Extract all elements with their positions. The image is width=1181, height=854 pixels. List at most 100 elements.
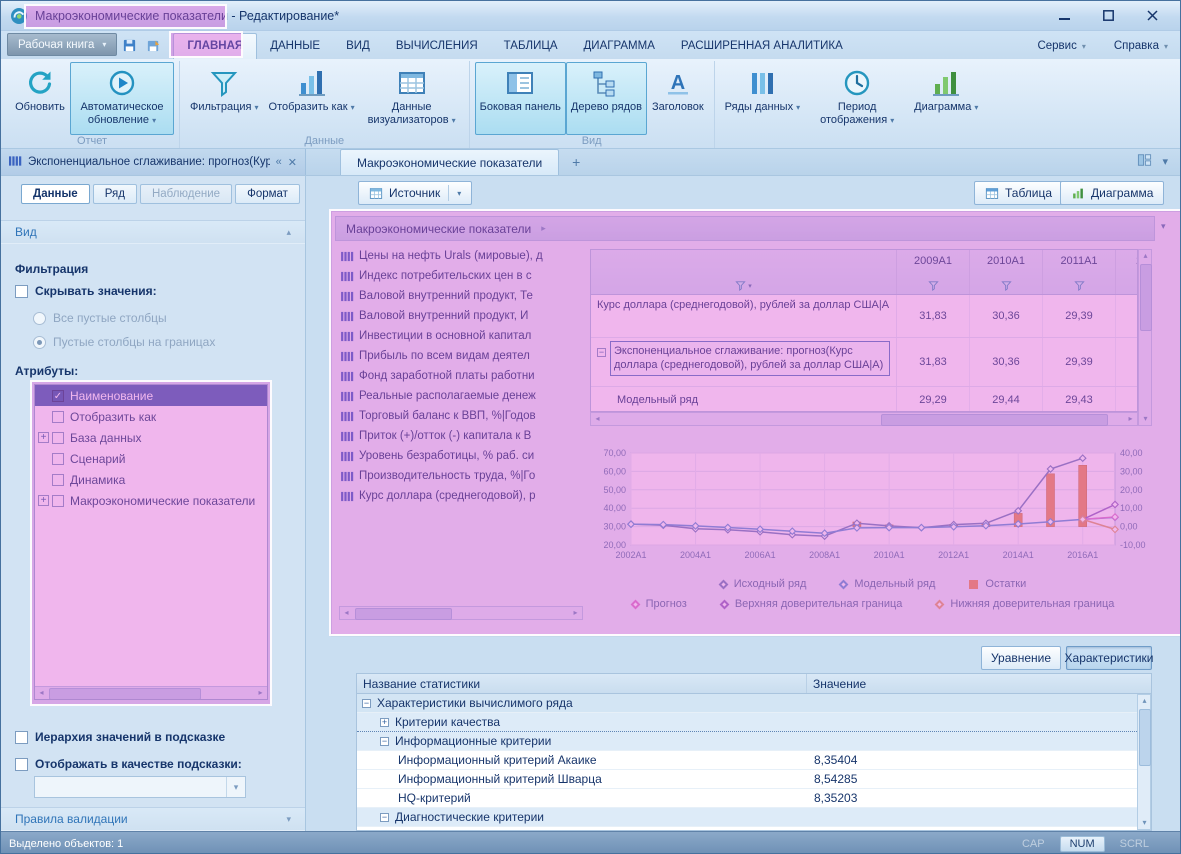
minimize-button[interactable] bbox=[1042, 4, 1086, 28]
series-item[interactable]: Индекс потребительских цен в с bbox=[339, 266, 583, 286]
series-item[interactable]: Фонд заработной платы работни bbox=[339, 366, 583, 386]
collapse-icon[interactable]: − bbox=[362, 697, 371, 708]
table-cell[interactable]: 29,39 bbox=[1043, 295, 1116, 337]
filter-icon[interactable] bbox=[927, 280, 939, 291]
attributes-hscrollbar[interactable]: ◂ ▸ bbox=[35, 686, 267, 699]
panel-tab[interactable]: Данные bbox=[21, 184, 90, 204]
report-header[interactable]: Макроэкономические показатели ▸ bbox=[335, 216, 1155, 241]
scroll-left-icon[interactable]: ◂ bbox=[39, 688, 44, 697]
ribbon-button[interactable]: Отобразить как ▾ bbox=[264, 62, 360, 135]
scroll-right-icon[interactable]: ▸ bbox=[573, 608, 578, 617]
stats-row[interactable]: HQ-критерий 8,35203 bbox=[357, 789, 1151, 808]
expand-icon[interactable]: + bbox=[38, 432, 49, 443]
expand-icon[interactable]: + bbox=[380, 716, 389, 727]
ribbon-button[interactable]: Ряды данных ▾ bbox=[720, 62, 805, 135]
series-item[interactable]: Приток (+)/отток (-) капитала к В bbox=[339, 426, 583, 446]
stats-row[interactable]: Информационный критерий Акаике 8,35404 bbox=[357, 751, 1151, 770]
scrollbar-thumb[interactable] bbox=[1140, 264, 1152, 331]
stats-column-name[interactable]: Название статистики bbox=[357, 674, 807, 693]
ribbon-button[interactable]: A Заголовок bbox=[647, 62, 709, 135]
series-item[interactable]: Торговый баланс к ВВП, %|Годов bbox=[339, 406, 583, 426]
series-hscrollbar[interactable]: ◂ ▸ bbox=[339, 606, 583, 620]
stats-column-value[interactable]: Значение bbox=[813, 677, 867, 691]
equation-button[interactable]: Уравнение bbox=[981, 646, 1061, 670]
table-hscrollbar[interactable]: ◂ ▸ bbox=[590, 412, 1138, 426]
collapse-icon[interactable]: − bbox=[380, 811, 389, 822]
series-item[interactable]: Производительность труда, %|Го bbox=[339, 466, 583, 486]
scrollbar-thumb[interactable] bbox=[881, 414, 1108, 426]
ribbon-tab[interactable]: РАСШИРЕННАЯ АНАЛИТИКА bbox=[680, 40, 843, 52]
document-tab[interactable]: Макроэкономические показатели bbox=[340, 149, 560, 175]
stats-row[interactable]: − Характеристики вычислимого ряда bbox=[357, 694, 1151, 713]
series-item[interactable]: Уровень безработицы, % раб. си bbox=[339, 446, 583, 466]
ribbon-button[interactable]: Период отображения ▾ bbox=[805, 62, 909, 135]
filter-icon[interactable]: ▾ bbox=[735, 280, 752, 291]
table-cell[interactable]: 29,29 bbox=[897, 387, 970, 411]
tooltip-checkbox[interactable] bbox=[15, 757, 28, 771]
table-cell[interactable]: 31 bbox=[1116, 295, 1137, 337]
scroll-left-icon[interactable]: ◂ bbox=[595, 414, 600, 423]
table-column-header[interactable]: 2012A bbox=[1116, 250, 1137, 294]
ribbon-tab[interactable]: ДАННЫЕ bbox=[270, 40, 321, 52]
collapse-icon[interactable]: − bbox=[597, 347, 606, 357]
workbook-menu-button[interactable]: Рабочая книга ▾ bbox=[7, 33, 118, 56]
ribbon-button[interactable]: Боковая панель bbox=[474, 62, 566, 135]
expand-icon[interactable]: + bbox=[38, 495, 49, 506]
stats-vscrollbar[interactable]: ▴ ▾ bbox=[1137, 694, 1151, 830]
table-cell[interactable]: 29,39 bbox=[1043, 338, 1116, 386]
close-panel-icon[interactable]: ✕ bbox=[287, 156, 297, 169]
attribute-checkbox[interactable] bbox=[52, 431, 64, 444]
save-button[interactable] bbox=[118, 35, 140, 56]
table-cell[interactable]: 31,83 bbox=[897, 295, 970, 337]
section-view[interactable]: Вид ▴ bbox=[1, 220, 305, 244]
report-menu-button[interactable]: ▾ bbox=[1161, 221, 1166, 231]
collapse-panel-icon[interactable]: « bbox=[275, 156, 282, 168]
ribbon-button[interactable]: Диаграмма ▾ bbox=[909, 62, 983, 135]
ribbon-tab[interactable]: ГЛАВНАЯ bbox=[173, 33, 258, 59]
ribbon-tab[interactable]: ВЫЧИСЛЕНИЯ bbox=[395, 40, 478, 52]
ribbon-tab[interactable]: ВИД bbox=[346, 40, 370, 52]
ribbon-tab[interactable]: ТАБЛИЦА bbox=[503, 40, 558, 52]
maximize-button[interactable] bbox=[1086, 4, 1130, 28]
attribute-item[interactable]: Отобразить как bbox=[35, 406, 267, 427]
tooltip-attribute-select[interactable]: ▾ bbox=[34, 776, 246, 798]
table-cell[interactable]: 31 bbox=[1116, 338, 1137, 386]
series-item[interactable]: Реальные располагаемые денеж bbox=[339, 386, 583, 406]
series-item[interactable]: Прибыль по всем видам деятел bbox=[339, 346, 583, 366]
scroll-down-icon[interactable]: ▾ bbox=[1142, 818, 1147, 827]
close-button[interactable] bbox=[1130, 4, 1174, 28]
filter-icon[interactable] bbox=[1073, 280, 1085, 291]
attribute-item[interactable]: Сценарий bbox=[35, 448, 267, 469]
add-tab-button[interactable]: + bbox=[572, 154, 581, 170]
table-cell[interactable]: 30,36 bbox=[970, 338, 1043, 386]
attribute-item[interactable]: ✓ Наименование bbox=[35, 385, 267, 406]
characteristics-button[interactable]: Характеристики bbox=[1065, 646, 1154, 670]
table-column-header[interactable]: 2009A1 bbox=[897, 250, 970, 294]
stats-row[interactable]: + Критерии качества bbox=[357, 713, 1151, 732]
table-vscrollbar[interactable]: ▴ ▾ bbox=[1138, 249, 1152, 426]
table-cell[interactable]: 29,44 bbox=[970, 387, 1043, 411]
table-cell[interactable]: 31,83 bbox=[897, 338, 970, 386]
chevron-down-icon[interactable]: ▾ bbox=[1162, 156, 1168, 168]
source-button[interactable]: Источник ▾ bbox=[358, 181, 473, 205]
series-item[interactable]: Курс доллара (среднегодовой), р bbox=[339, 486, 583, 506]
series-item[interactable]: Инвестиции в основной капитал bbox=[339, 326, 583, 346]
scrollbar-thumb[interactable] bbox=[49, 688, 201, 699]
ribbon-button[interactable]: Обновить bbox=[10, 62, 70, 135]
stats-row[interactable]: Информационный критерий Шварца 8,54285 bbox=[357, 770, 1151, 789]
table-column-header[interactable]: 2010A1 bbox=[970, 250, 1043, 294]
window-layout-icon[interactable] bbox=[1137, 153, 1152, 170]
ribbon-button[interactable]: Данные визуализаторов ▾ bbox=[360, 62, 464, 135]
panel-tab[interactable]: Ряд bbox=[92, 184, 137, 204]
table-cell[interactable]: 30,36 bbox=[970, 295, 1043, 337]
ribbon-tab[interactable]: ДИАГРАММА bbox=[583, 40, 655, 52]
scroll-up-icon[interactable]: ▴ bbox=[1143, 251, 1148, 260]
table-cell[interactable]: 29,43 bbox=[1043, 387, 1116, 411]
series-item[interactable]: Валовой внутренний продукт, Те bbox=[339, 286, 583, 306]
attribute-checkbox[interactable]: ✓ bbox=[52, 389, 64, 402]
scroll-down-icon[interactable]: ▾ bbox=[1143, 414, 1148, 423]
scroll-left-icon[interactable]: ◂ bbox=[344, 608, 349, 617]
attribute-checkbox[interactable] bbox=[52, 494, 64, 507]
menu-help[interactable]: Справка ▾ bbox=[1113, 40, 1168, 52]
series-item[interactable]: Цены на нефть Urals (мировые), д bbox=[339, 246, 583, 266]
